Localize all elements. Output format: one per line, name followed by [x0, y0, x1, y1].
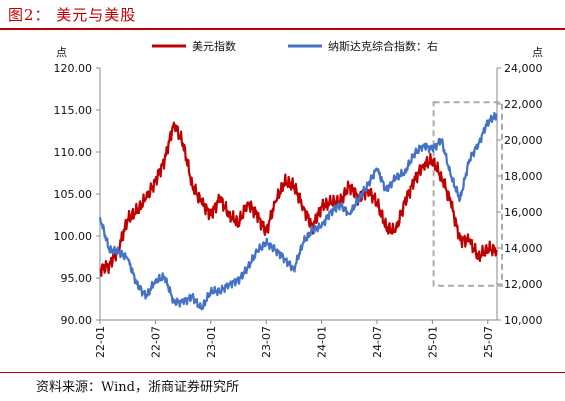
series-layer	[98, 111, 498, 311]
legend: 美元指数 纳斯达克综合指数：右	[152, 39, 438, 53]
x-tick-label: 25-01	[426, 326, 439, 358]
title-divider	[0, 28, 565, 30]
x-tick-label: 24-07	[371, 326, 384, 358]
usd-index-line	[99, 121, 498, 277]
right-tick-label: 14,000	[504, 242, 543, 255]
highlight-box	[432, 101, 503, 287]
x-tick-label: 22-01	[94, 326, 107, 358]
axes: 90.00 95.00 100.00 105.00 110.00 115.00 120.00…	[54, 46, 544, 358]
right-tick-label: 16,000	[504, 206, 543, 219]
legend-label: 美元指数	[192, 39, 236, 53]
right-tick-label: 12,000	[504, 278, 543, 291]
source-note: 资料来源：Wind，浙商证券研究所	[36, 380, 239, 395]
left-tick-label: 120.00	[54, 62, 93, 75]
right-tick-label: 10,000	[504, 314, 543, 327]
left-tick-label: 105.00	[54, 188, 93, 201]
left-unit-label: 点	[56, 46, 67, 59]
left-tick-label: 115.00	[54, 104, 93, 117]
left-tick-label: 95.00	[61, 272, 93, 285]
figure-title: 图2： 美元与美股	[8, 6, 137, 24]
legend-label: 纳斯达克综合指数：右	[328, 39, 438, 53]
left-tick-label: 90.00	[61, 314, 93, 327]
right-tick-label: 24,000	[504, 62, 543, 75]
nasdaq-index-line	[98, 111, 498, 311]
x-tick-label: 23-07	[260, 326, 273, 358]
x-tick-label: 24-01	[316, 326, 329, 358]
x-tick-label: 25-07	[482, 326, 495, 358]
right-tick-label: 18,000	[504, 170, 543, 183]
left-tick-label: 100.00	[54, 230, 93, 243]
right-unit-label: 点	[532, 46, 543, 59]
left-tick-label: 110.00	[54, 146, 93, 159]
x-tick-label: 23-01	[205, 326, 218, 358]
right-tick-label: 22,000	[504, 98, 543, 111]
x-tick-label: 22-07	[149, 326, 162, 358]
source-divider	[0, 372, 565, 373]
right-tick-label: 20,000	[504, 134, 543, 147]
